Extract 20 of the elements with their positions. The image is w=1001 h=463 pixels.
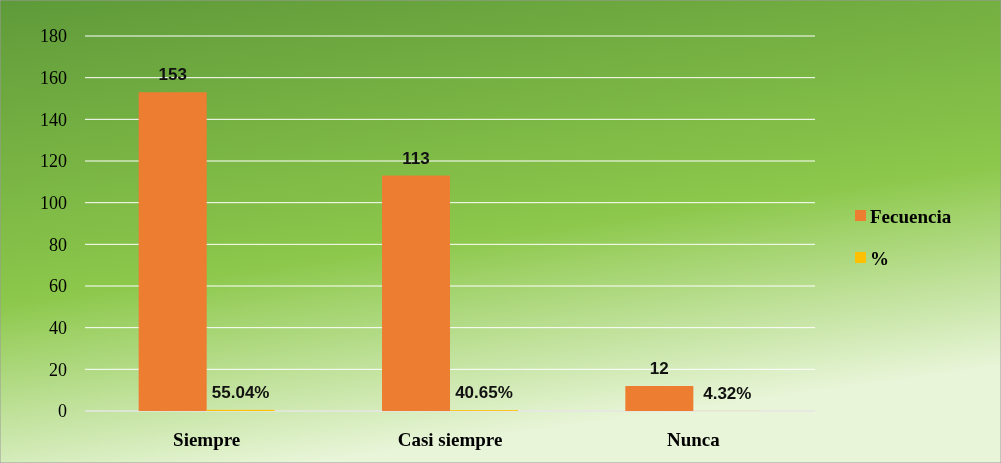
- data-label: 4.32%: [703, 383, 752, 403]
- y-tick-label: 100: [40, 192, 67, 213]
- y-tick-label: 120: [40, 151, 67, 172]
- data-label: 40.65%: [455, 383, 513, 403]
- y-tick-label: 160: [40, 67, 67, 88]
- y-tick-label: 180: [40, 26, 67, 47]
- x-tick-label: Casi siempre: [397, 429, 503, 450]
- y-tick-label: 20: [49, 359, 67, 380]
- y-tick-label: 40: [49, 317, 67, 338]
- x-tick-label: Nunca: [666, 429, 721, 450]
- data-label: 113: [402, 148, 430, 168]
- y-tick-label: 0: [58, 401, 67, 422]
- legend-label: Fecuencia: [870, 205, 952, 227]
- y-tick-label: 60: [49, 276, 67, 297]
- data-label: 55.04%: [211, 382, 270, 402]
- legend-label: %: [870, 247, 889, 269]
- y-tick-label: 140: [40, 109, 67, 130]
- y-tick-label: 80: [49, 234, 67, 255]
- x-tick-label: Siempre: [173, 429, 241, 450]
- data-label: 12: [649, 359, 669, 378]
